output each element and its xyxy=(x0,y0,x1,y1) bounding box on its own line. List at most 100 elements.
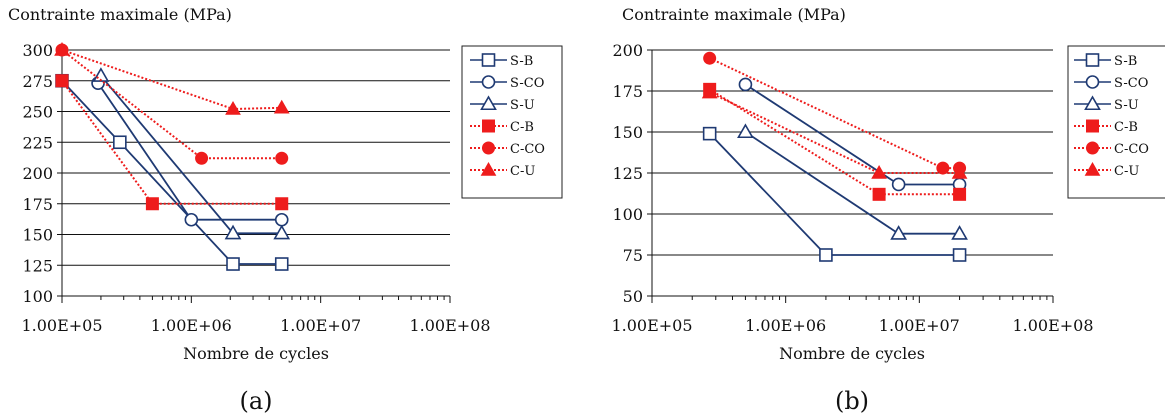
legend-label: S-B xyxy=(510,54,533,69)
legend-marker xyxy=(480,161,497,176)
legend-label: S-U xyxy=(1114,98,1139,113)
x-tick-label: 1.00E+05 xyxy=(611,316,692,335)
legend-box xyxy=(461,45,563,199)
y-tick-label: 100 xyxy=(22,287,53,306)
data-point xyxy=(273,99,290,114)
legend-marker xyxy=(1086,119,1099,133)
data-point xyxy=(225,101,241,115)
chart-b: 50 75 100 125 150 175 200 1.00E+05 1.00E+06 1.00E… xyxy=(611,5,1165,415)
y-tick-label: 175 xyxy=(612,82,643,101)
y-tick-label: 100 xyxy=(612,205,643,224)
data-point xyxy=(703,51,717,65)
y-tick-label: 75 xyxy=(623,246,643,265)
legend-label: S-B xyxy=(1114,54,1137,69)
series-c-co xyxy=(55,43,289,165)
legend-marker xyxy=(1085,75,1100,89)
legend-item: C-U xyxy=(470,161,535,179)
x-tick-label: 1.00E+06 xyxy=(745,316,826,335)
legend-marker xyxy=(482,141,495,155)
legend-item: C-CO xyxy=(470,141,545,157)
data-point xyxy=(275,197,289,211)
legend-marker xyxy=(1084,95,1101,111)
data-point xyxy=(184,212,199,227)
legend-item: C-CO xyxy=(1074,141,1149,157)
data-point xyxy=(226,257,240,271)
legend: S-B S-CO S-U C-B C-CO C-U xyxy=(461,45,563,199)
legend-label: C-U xyxy=(1114,164,1139,179)
legend-item: S-U xyxy=(470,95,535,113)
data-point xyxy=(951,164,968,179)
x-tick-label: 1.00E+08 xyxy=(1012,316,1093,335)
data-point xyxy=(737,123,754,139)
legend-item: C-B xyxy=(470,119,534,135)
data-point xyxy=(738,77,753,92)
y-tick-label: 300 xyxy=(22,41,53,60)
x-tick-label: 1.00E+05 xyxy=(21,316,102,335)
data-point xyxy=(953,187,967,201)
legend-marker xyxy=(1085,53,1100,67)
y-tick-label: 150 xyxy=(612,123,643,142)
legend-item: S-B xyxy=(470,53,533,69)
legend-box xyxy=(1067,45,1165,199)
data-point xyxy=(702,126,717,141)
data-point xyxy=(224,224,242,240)
series-line xyxy=(709,132,960,256)
data-point xyxy=(145,197,159,211)
data-point xyxy=(54,41,70,56)
y-tick-label: 50 xyxy=(623,287,643,306)
series-c-b xyxy=(55,74,289,211)
x-axis-title: Nombre de cycles xyxy=(779,344,925,363)
data-point xyxy=(274,257,289,271)
legend-marker xyxy=(1084,161,1101,176)
y-tick-label: 250 xyxy=(22,103,53,122)
data-point xyxy=(891,177,906,192)
x-axis-title: Nombre de cycles xyxy=(183,344,329,363)
legend-item: S-CO xyxy=(1074,75,1148,91)
legend-marker xyxy=(480,95,497,111)
legend-label: C-B xyxy=(510,120,534,135)
legend-item: C-B xyxy=(1074,119,1138,135)
data-point xyxy=(936,161,950,175)
legend-item: S-U xyxy=(1074,95,1139,113)
y-tick-label: 125 xyxy=(612,164,643,183)
series-line xyxy=(744,131,960,235)
data-point xyxy=(275,151,289,165)
chart-a: 100 125 150 175 200 225 250 275 300 1.00E+05 1.00E… xyxy=(8,5,563,415)
series-s-b xyxy=(55,73,289,271)
data-point xyxy=(890,225,908,240)
data-point xyxy=(274,212,289,227)
series-line xyxy=(709,88,960,196)
y-axis-title: Contrainte maximale (MPa) xyxy=(8,5,232,24)
data-point xyxy=(113,135,127,150)
legend-marker xyxy=(482,119,495,133)
data-point xyxy=(701,84,718,99)
series-line xyxy=(744,83,960,186)
y-tick-label: 275 xyxy=(22,72,53,91)
chart-caption: (b) xyxy=(835,387,869,415)
y-tick-label: 175 xyxy=(22,195,53,214)
legend-label: C-CO xyxy=(1114,142,1149,157)
series-s-co xyxy=(91,76,289,227)
legend: S-B S-CO S-U C-B C-CO C-U xyxy=(1067,45,1165,199)
x-tick-label: 1.00E+07 xyxy=(280,316,361,335)
legend-item: S-B xyxy=(1074,53,1137,69)
legend-label: C-B xyxy=(1114,120,1138,135)
data-point xyxy=(951,225,968,240)
data-point xyxy=(195,151,209,165)
y-tick-label: 125 xyxy=(22,256,53,275)
y-tick-label: 150 xyxy=(22,226,53,245)
series-line xyxy=(100,75,282,235)
legend-marker xyxy=(481,75,496,89)
series-c-u xyxy=(54,41,290,115)
x-tick-label: 1.00E+08 xyxy=(409,316,490,335)
data-point xyxy=(819,248,833,262)
legend-label: S-CO xyxy=(510,76,544,91)
legend-item: S-CO xyxy=(470,75,544,91)
series-s-b xyxy=(702,126,967,262)
series-s-u xyxy=(737,123,968,240)
legend-label: S-CO xyxy=(1114,76,1148,91)
y-tick-label: 225 xyxy=(22,133,53,152)
y-axis-title: Contrainte maximale (MPa) xyxy=(622,5,846,24)
y-tick-label: 200 xyxy=(22,164,53,183)
data-point xyxy=(871,164,887,179)
